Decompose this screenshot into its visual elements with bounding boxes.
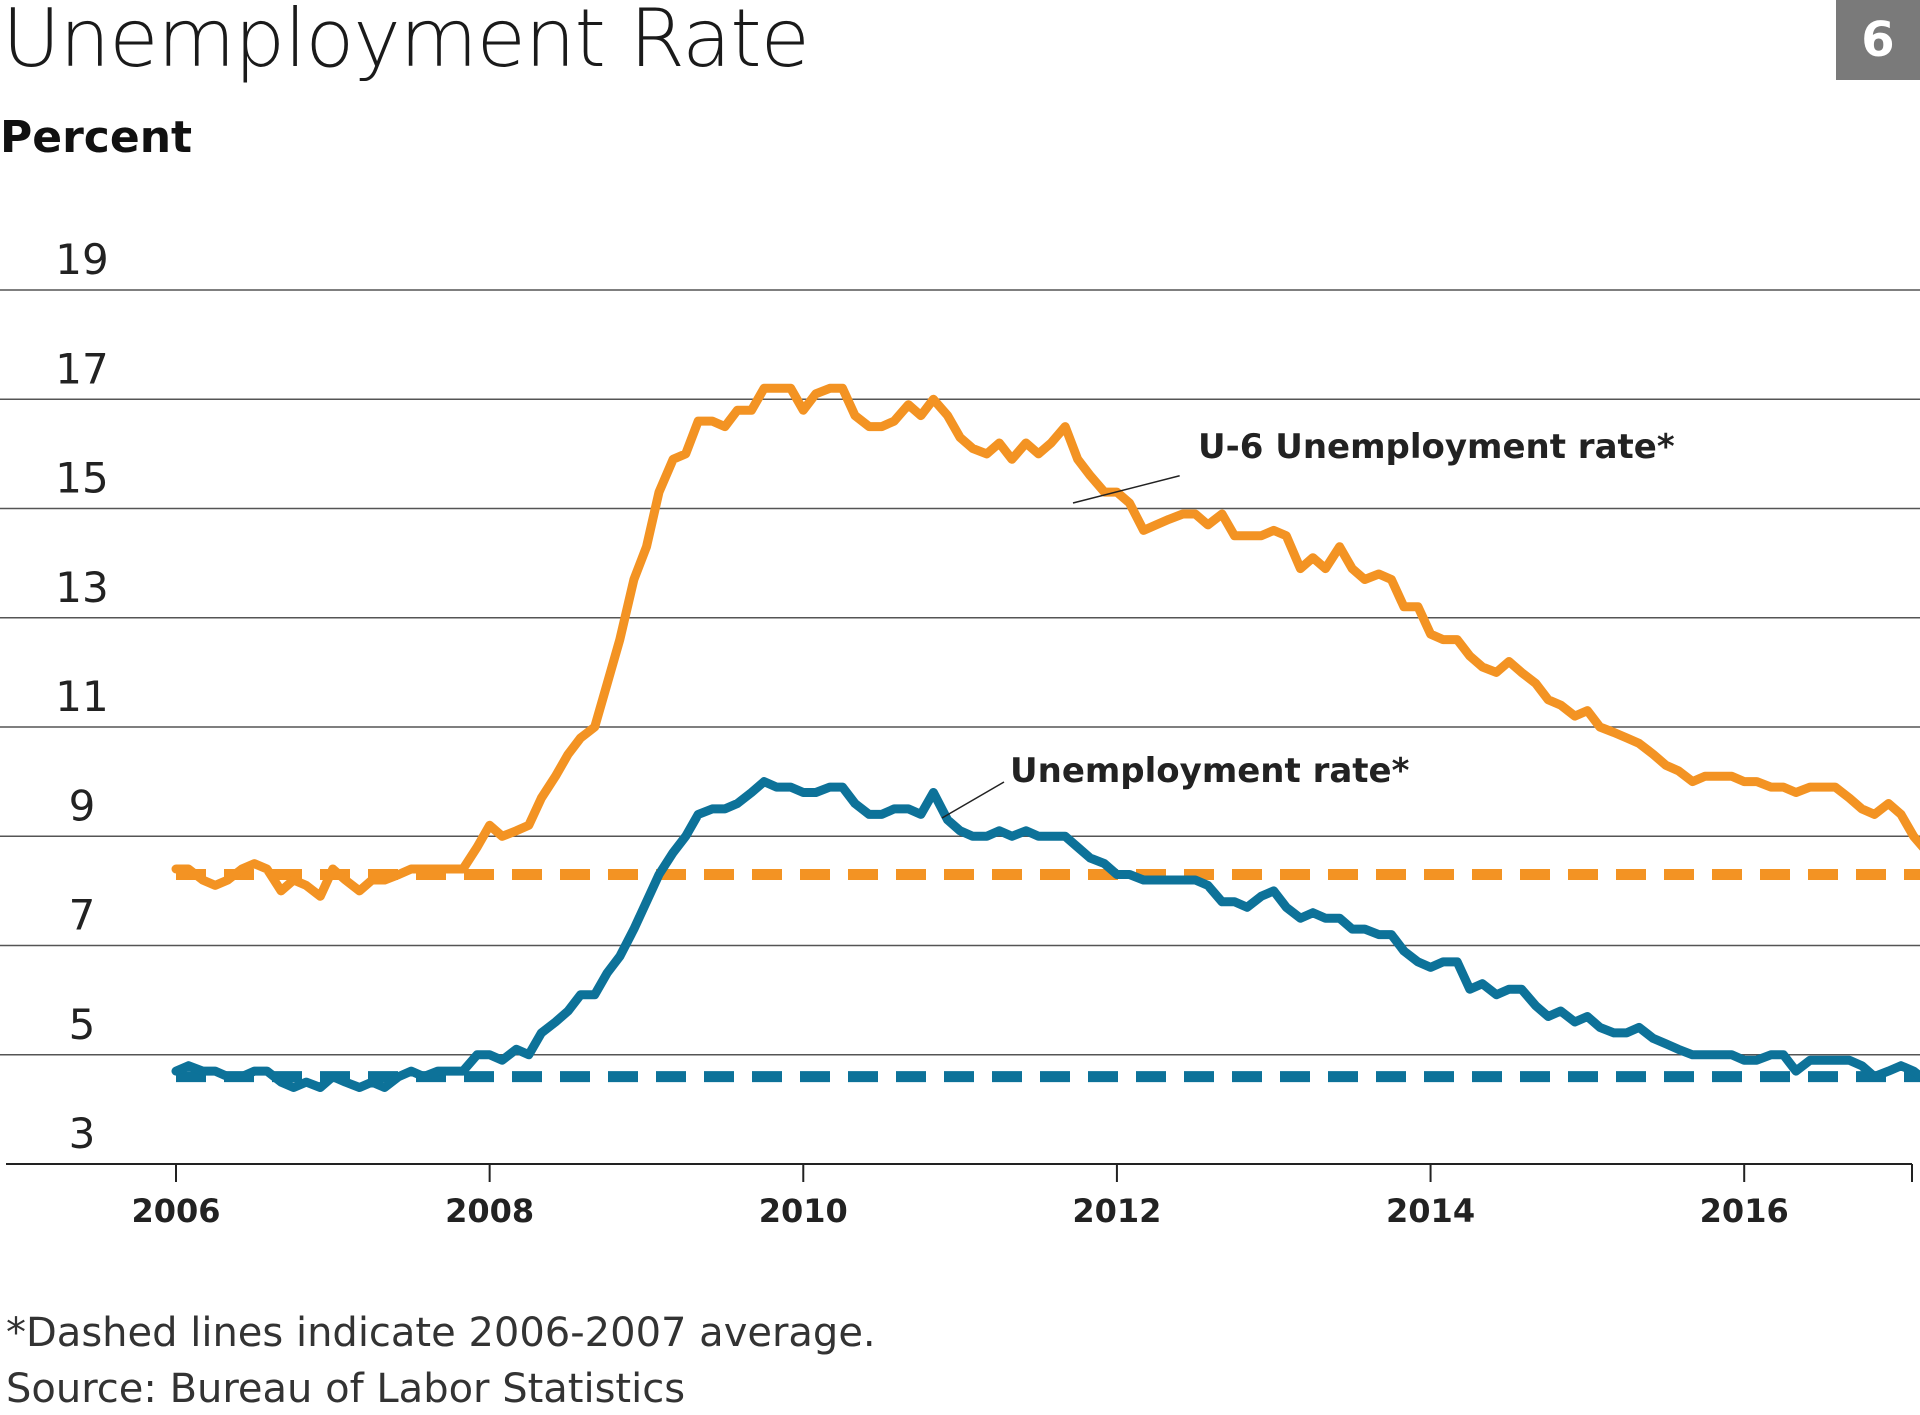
x-axis: 2006 2008 2010 2012 2014 2016 [6,1163,1913,1230]
y-tick-13: 13 [55,563,108,612]
gridlines [0,289,1920,1056]
series-line-unemployment [171,777,1920,1092]
x-tick-2014: 2014 [1386,1192,1475,1230]
x-tick-2006: 2006 [131,1192,220,1230]
y-tick-17: 17 [55,344,108,393]
series-lines [171,383,1920,1092]
y-tick-11: 11 [55,672,108,721]
u6-series-label: U-6 Unemployment rate* [1198,427,1675,467]
footnote: *Dashed lines indicate 2006-2007 average… [6,1310,876,1356]
source-note: Source: Bureau of Labor Statistics [6,1366,686,1412]
y-tick-15: 15 [55,454,108,503]
y-tick-5: 5 [69,1000,96,1049]
u6-label-leader [1072,474,1180,504]
unemployment-label-leader [941,781,1005,819]
reference-lines [176,868,1920,1083]
x-tick-2010: 2010 [759,1192,848,1230]
y-axis-ticks: 19 17 15 13 11 9 7 5 3 [55,235,108,1158]
series-line-u6 [171,383,1920,901]
y-axis-unit-label: Percent [0,112,193,163]
figure-number-badge: 6 [1836,0,1920,80]
y-tick-3: 3 [69,1109,96,1158]
x-tick-2008: 2008 [445,1192,534,1230]
chart-title: Unemployment Rate [2,0,810,85]
series-annotations: U-6 Unemployment rate* Unemployment rate* [941,427,1675,819]
unemployment-series-label: Unemployment rate* [1010,751,1410,791]
x-tick-2012: 2012 [1072,1192,1161,1230]
x-tick-2016: 2016 [1700,1192,1789,1230]
y-tick-9: 9 [69,781,96,830]
y-tick-7: 7 [69,891,96,940]
y-tick-19: 19 [55,235,108,284]
